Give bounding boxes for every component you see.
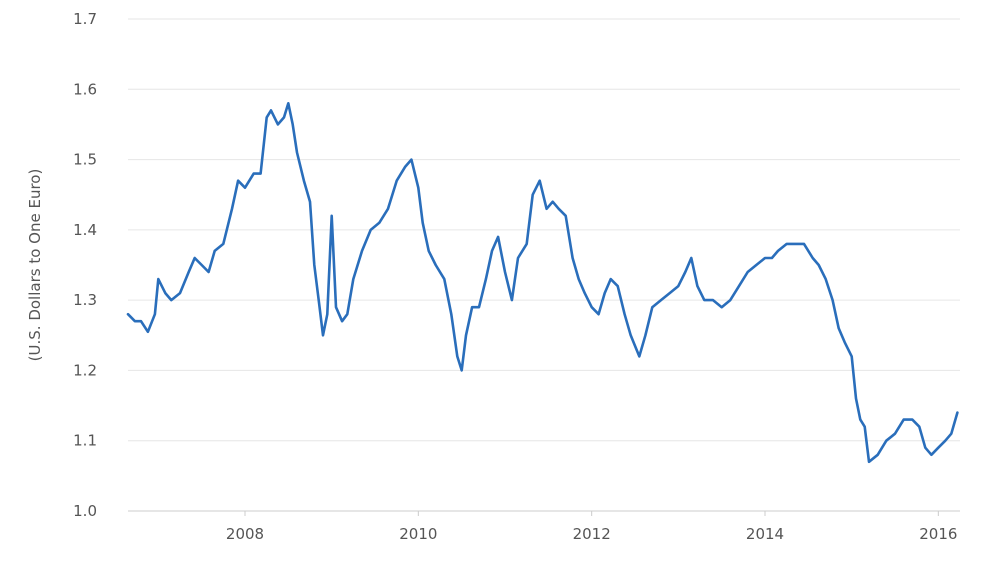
gridlines	[128, 18, 960, 512]
y-axis-ticks: 1.0 1.1 1.2 1.3 1.4 1.5 1.6 1.7	[73, 10, 97, 520]
x-tick-label: 2010	[399, 525, 437, 543]
y-tick-label: 1.2	[73, 361, 97, 379]
x-tick-label: 2016	[919, 525, 957, 543]
y-tick-label: 1.4	[73, 221, 97, 239]
exchange-rate-line	[126, 102, 959, 464]
y-axis-title: (U.S. Dollars to One Euro)	[26, 169, 44, 362]
y-tick-label: 1.1	[73, 432, 97, 450]
x-tick-label: 2014	[746, 525, 784, 543]
x-tick-label: 2008	[226, 525, 264, 543]
y-tick-label: 1.0	[73, 502, 97, 520]
x-axis-ticks: 2008 2010 2012 2014 2016	[226, 511, 957, 543]
series-layer	[126, 102, 959, 464]
y-tick-label: 1.3	[73, 291, 97, 309]
y-tick-label: 1.6	[73, 80, 97, 98]
y-tick-label: 1.5	[73, 151, 97, 169]
x-tick-label: 2012	[573, 525, 611, 543]
y-tick-label: 1.7	[73, 10, 97, 28]
